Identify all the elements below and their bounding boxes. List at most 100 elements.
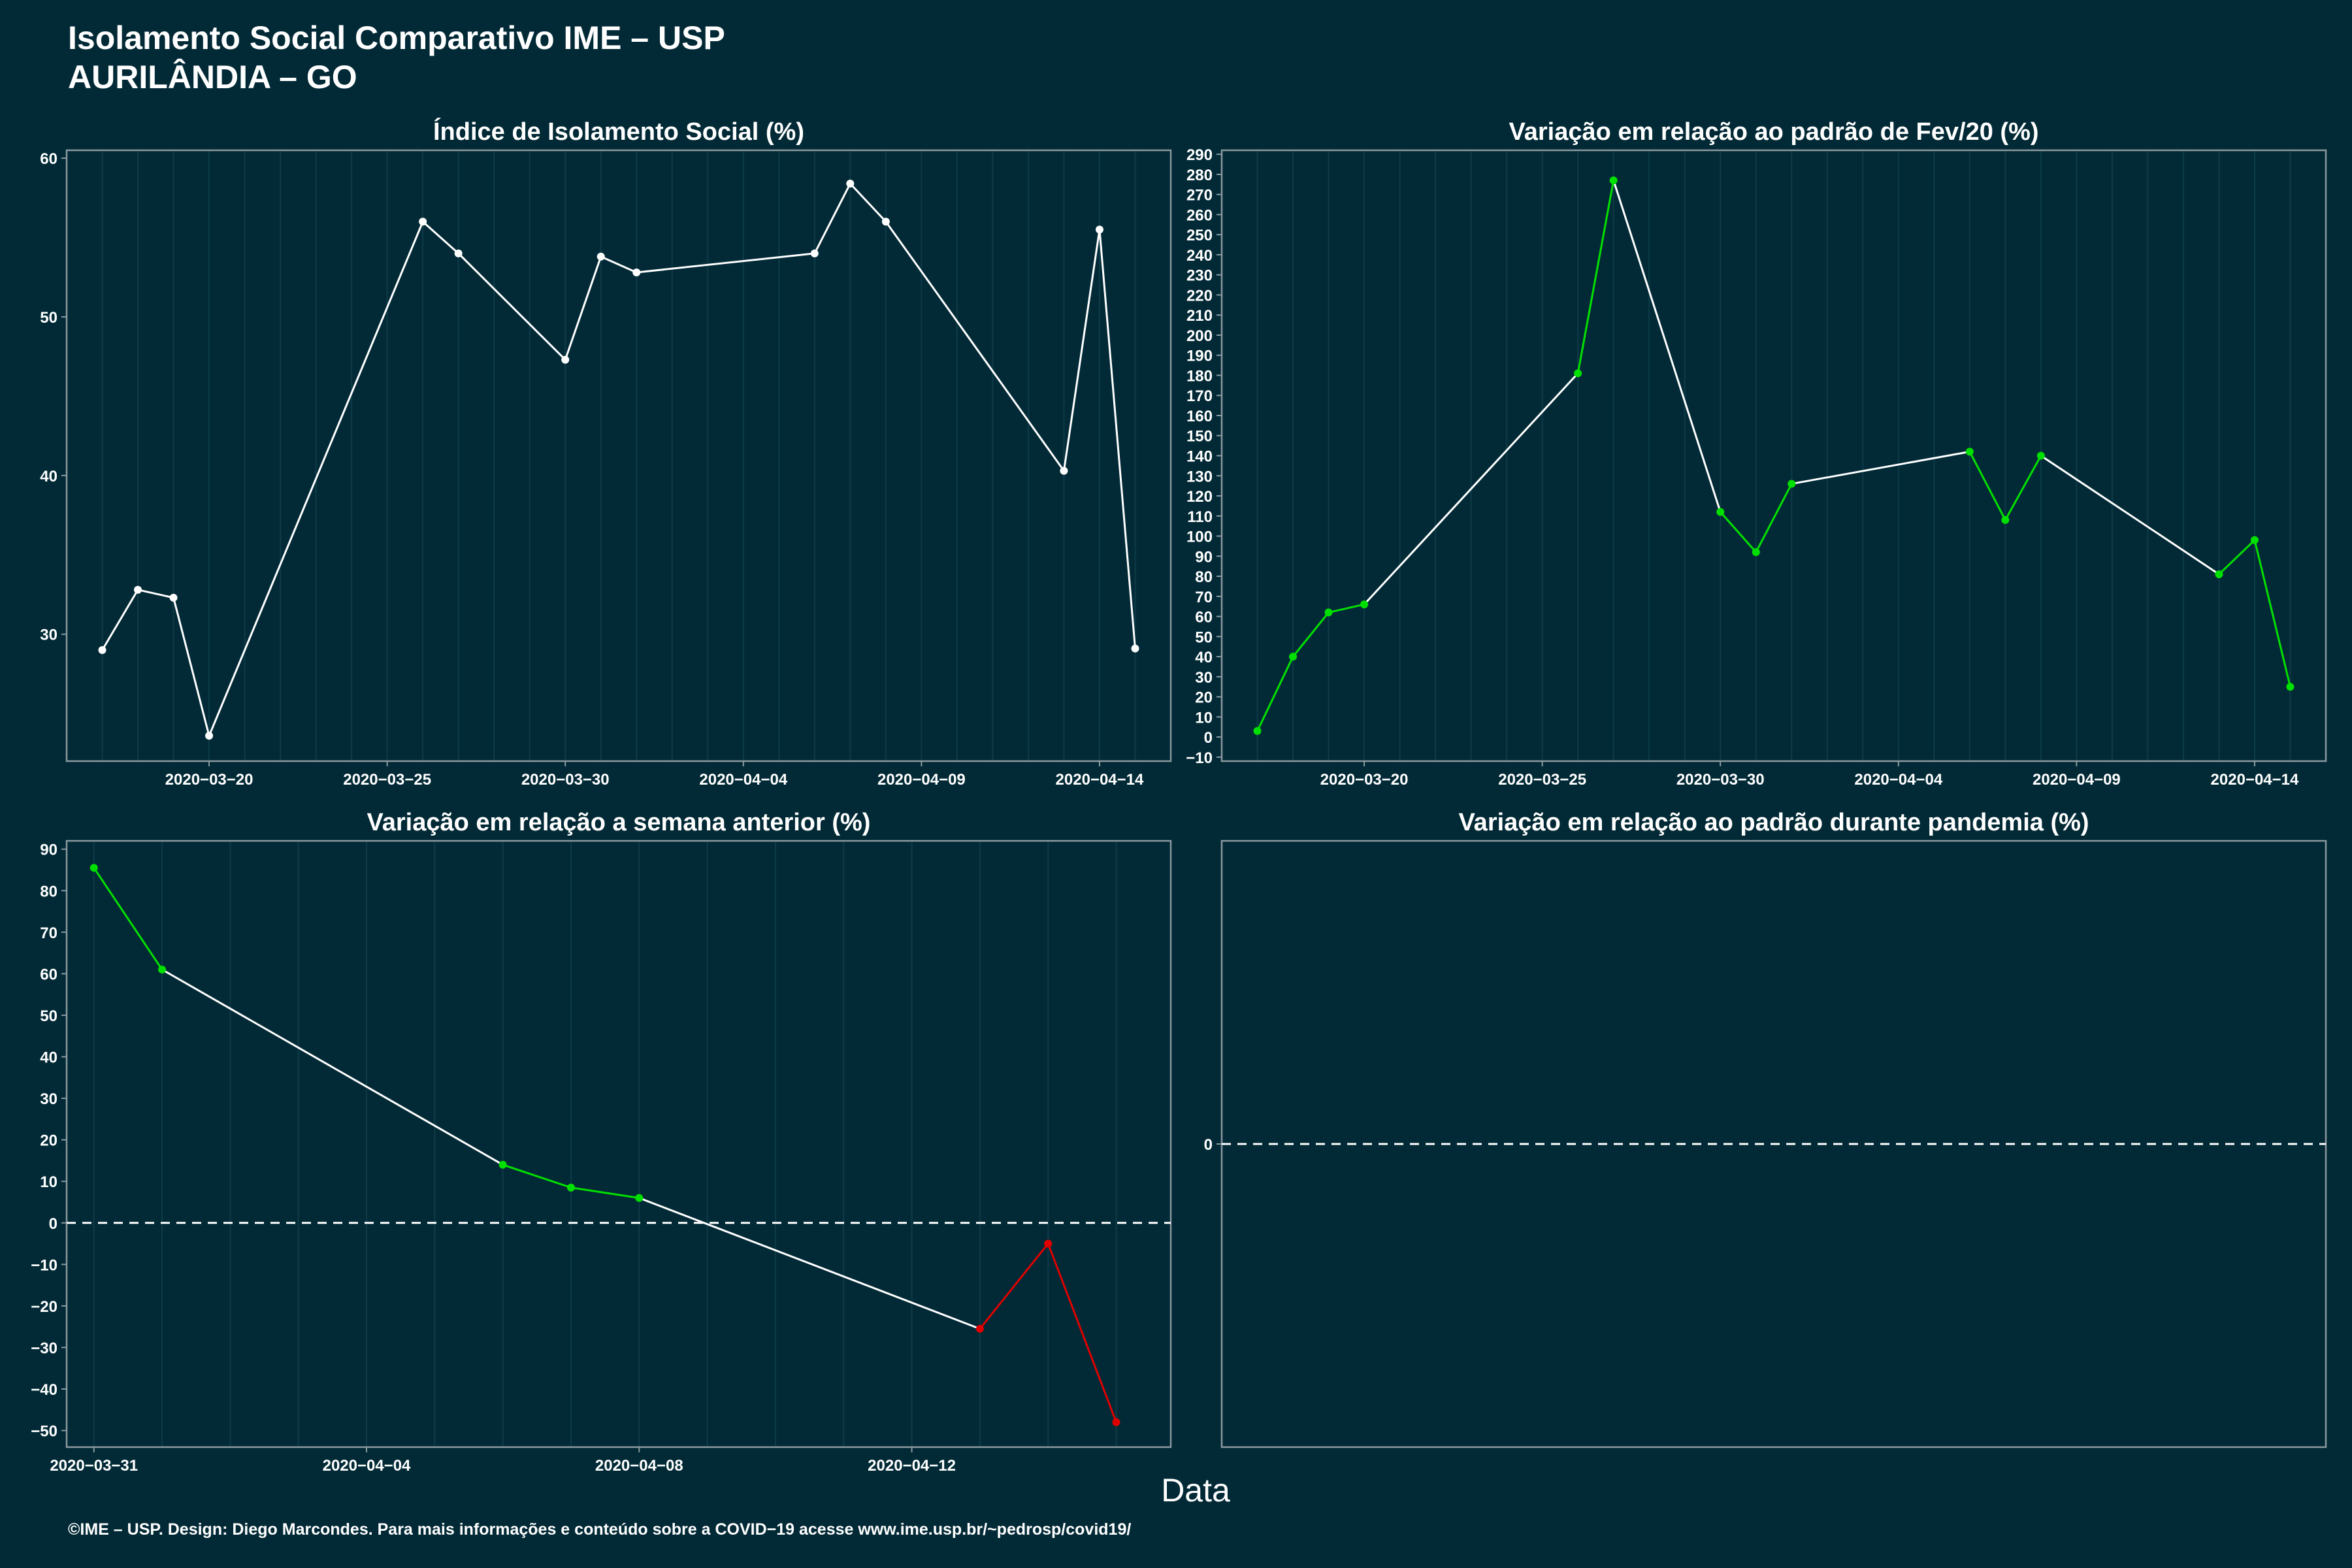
series-segment	[1328, 603, 1365, 613]
data-point	[2036, 451, 2045, 460]
y-tick-label: 70	[40, 924, 57, 942]
y-tick-label: 10	[40, 1173, 57, 1191]
y-tick-label: 140	[1186, 448, 1213, 466]
series-segment	[600, 255, 637, 274]
data-point	[1253, 727, 1262, 735]
series-segment	[1576, 180, 1615, 374]
data-point	[1752, 548, 1760, 557]
series-segment	[1292, 612, 1330, 658]
data-point	[1716, 508, 1725, 516]
series-segment	[93, 867, 163, 970]
x-tick-label: 2020−03−20	[1320, 771, 1409, 789]
x-axis-label: Data	[1161, 1472, 1230, 1509]
series-segment	[1098, 229, 1136, 649]
y-tick-label: 30	[1195, 669, 1213, 687]
y-tick-label: 250	[1186, 227, 1213, 244]
y-tick-label: −30	[31, 1339, 57, 1357]
y-tick-label: 30	[40, 627, 57, 644]
y-tick-label: 70	[1195, 589, 1213, 606]
series-segment	[2040, 455, 2220, 576]
y-tick-label: 80	[40, 883, 57, 900]
series-segment	[208, 221, 424, 736]
series-segment	[1062, 229, 1101, 471]
data-point	[498, 1160, 507, 1169]
page-title: Isolamento Social Comparativo IME – USP …	[68, 18, 725, 97]
series-segment	[172, 597, 210, 736]
y-tick-label: 20	[40, 1132, 57, 1150]
x-tick-label: 2020−04−04	[699, 771, 787, 789]
x-tick-label: 2020−03−25	[1498, 771, 1586, 789]
data-point	[1112, 1418, 1120, 1426]
series-segment	[1968, 451, 2006, 521]
y-tick-label: 290	[1186, 146, 1213, 164]
x-tick-label: 2020−04−12	[868, 1457, 956, 1475]
y-tick-label: 210	[1186, 307, 1213, 325]
chart-panel-4: Variação em relação ao padrão durante pa…	[1204, 809, 2327, 1448]
data-point	[90, 864, 98, 872]
y-tick-label: 240	[1186, 247, 1213, 265]
x-tick-label: 2020−04−14	[2211, 771, 2299, 789]
y-tick-label: 100	[1186, 529, 1213, 546]
data-point	[1324, 608, 1333, 617]
data-point	[158, 966, 167, 974]
y-tick-label: 280	[1186, 167, 1213, 184]
data-point	[975, 1324, 984, 1333]
panel-border	[65, 840, 1172, 1448]
data-point	[2001, 515, 2010, 524]
series-segment	[137, 589, 174, 599]
data-point	[846, 180, 855, 188]
series-segment	[570, 1186, 640, 1200]
data-point	[881, 218, 890, 226]
y-tick-label: 90	[1195, 548, 1213, 566]
y-tick-label: 130	[1186, 468, 1213, 485]
y-tick-label: 40	[1195, 649, 1213, 666]
series-segment	[457, 252, 566, 361]
data-point	[561, 355, 570, 364]
footer-credit: ©IME – USP. Design: Diego Marcondes. Par…	[68, 1520, 1132, 1539]
series-segment	[502, 1164, 572, 1189]
data-point	[810, 249, 819, 257]
data-point	[1788, 480, 1796, 488]
chart-title: Variação em relação ao padrão durante pa…	[1458, 809, 2089, 836]
y-tick-label: 200	[1186, 327, 1213, 345]
y-tick-label: 40	[40, 1049, 57, 1067]
data-point	[205, 732, 214, 740]
data-point	[635, 1194, 644, 1202]
y-tick-label: 0	[1204, 1136, 1213, 1154]
series-segment	[1755, 483, 1793, 553]
data-point	[1095, 225, 1103, 234]
chart-title: Índice de Isolamento Social (%)	[433, 117, 804, 146]
data-point	[134, 585, 142, 594]
data-point	[1060, 466, 1068, 475]
data-point	[2250, 536, 2259, 544]
data-point	[169, 593, 178, 602]
x-tick-label: 2020−04−04	[1854, 771, 1942, 789]
y-tick-label: 40	[40, 468, 57, 485]
page-title-line2: AURILÂNDIA – GO	[68, 59, 357, 95]
y-tick-label: 20	[1195, 689, 1213, 707]
y-tick-label: 180	[1186, 367, 1213, 385]
y-tick-label: 90	[40, 841, 57, 859]
data-point	[419, 218, 427, 226]
data-point	[454, 249, 463, 257]
panel-border	[1220, 149, 2327, 762]
y-tick-label: −40	[31, 1381, 57, 1399]
panel-border	[65, 149, 1172, 762]
y-tick-label: 0	[49, 1215, 57, 1233]
x-tick-label: 2020−04−08	[595, 1457, 683, 1475]
x-tick-label: 2020−04−09	[877, 771, 966, 789]
data-point	[1131, 644, 1139, 653]
data-point	[632, 269, 641, 276]
data-point	[1360, 600, 1369, 609]
chart-panel-3: Variação em relação a semana anterior (%…	[31, 809, 1172, 1475]
page-title-line1: Isolamento Social Comparativo IME – USP	[68, 20, 725, 56]
x-tick-label: 2020−03−31	[50, 1457, 138, 1475]
series-segment	[2218, 539, 2256, 576]
y-tick-label: 10	[1195, 709, 1213, 727]
chart-title: Variação em relação a semana anterior (%…	[367, 809, 871, 836]
y-tick-label: 230	[1186, 267, 1213, 285]
x-tick-label: 2020−03−20	[165, 771, 253, 789]
series-segment	[101, 589, 139, 651]
data-point	[566, 1183, 575, 1192]
data-point	[98, 646, 106, 654]
